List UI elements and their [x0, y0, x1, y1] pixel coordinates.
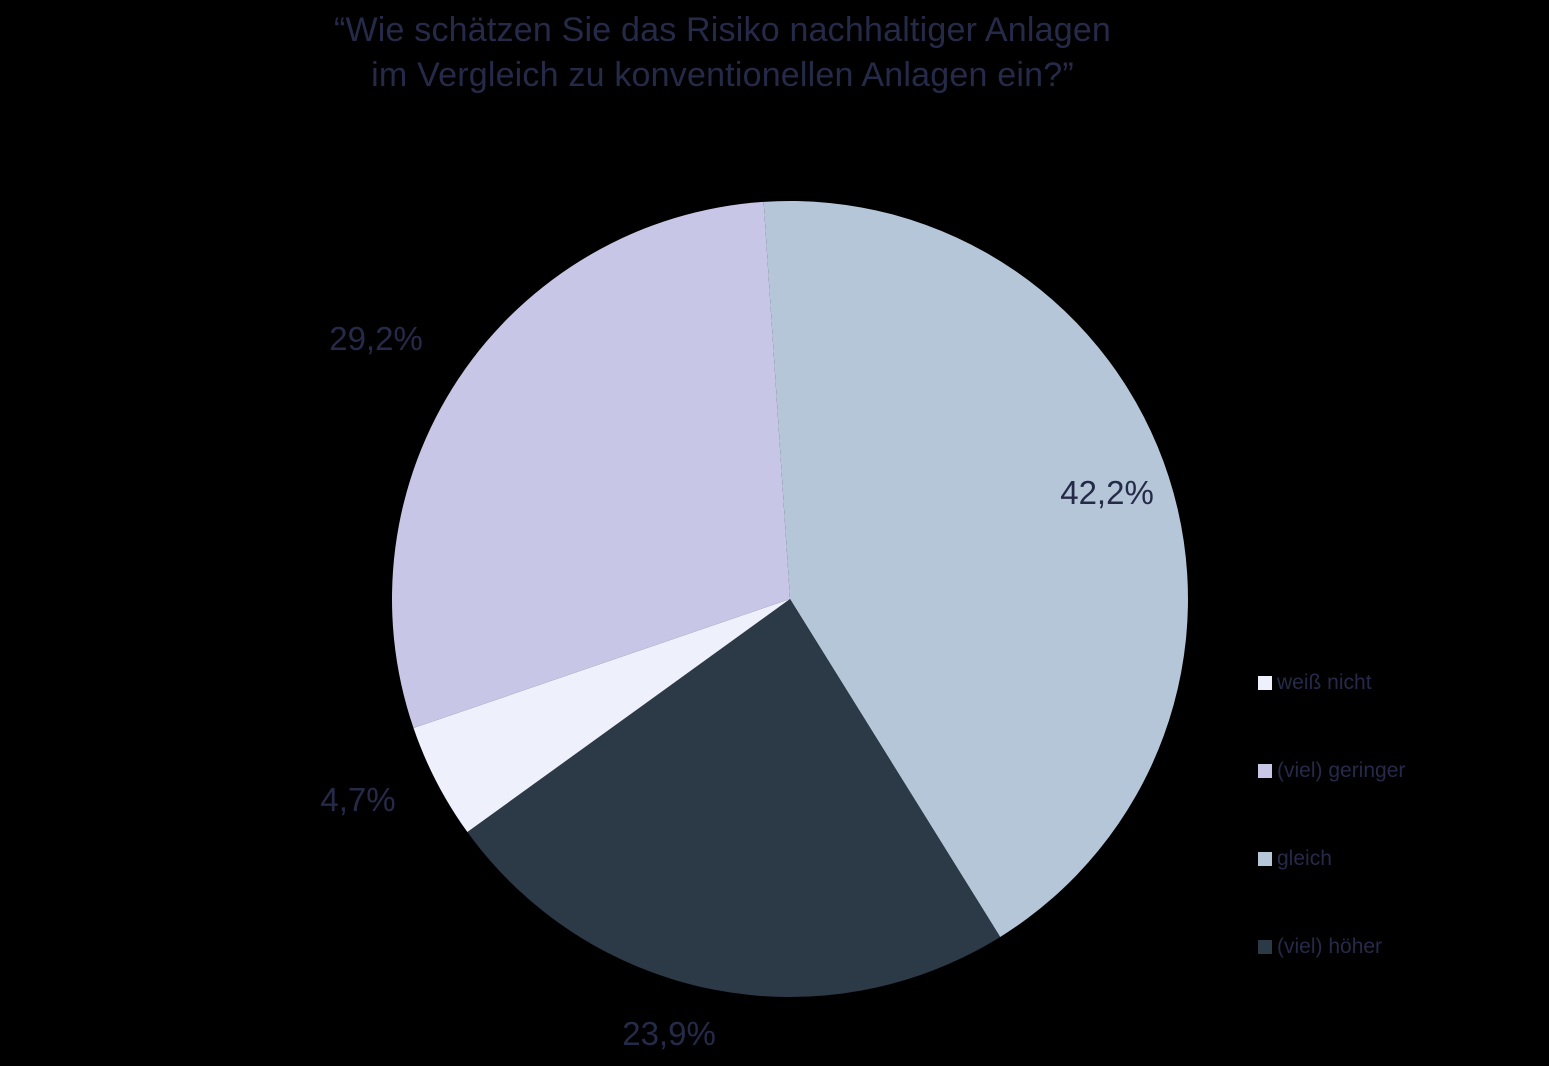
pie-slice-gleich	[763, 201, 1188, 937]
legend-swatch-icon	[1258, 676, 1272, 690]
legend-swatch-icon	[1258, 852, 1272, 866]
slice-label-gleich: 42,2%	[1060, 474, 1154, 511]
chart-title-line-2: im Vergleich zu konventionellen Anlagen …	[371, 56, 1074, 94]
legend-label: (viel) geringer	[1277, 759, 1406, 782]
legend-item-gleich: gleich	[1258, 846, 1332, 872]
chart-title-line-1: “Wie schätzen Sie das Risiko nachhaltige…	[333, 11, 1112, 49]
legend-label: weiß nicht	[1277, 671, 1372, 694]
legend-swatch-icon	[1258, 940, 1272, 954]
legend-item-weiss-nicht: weiß nicht	[1258, 670, 1372, 696]
legend-item-viel-geringer: (viel) geringer	[1258, 758, 1405, 784]
legend-swatch-icon	[1258, 764, 1272, 778]
legend-label: (viel) höher	[1277, 935, 1383, 958]
pie-slice-viel-geringer	[391, 201, 790, 729]
chart-title: “Wie schätzen Sie das Risiko nachhaltige…	[0, 8, 1445, 98]
legend-label: gleich	[1277, 847, 1332, 870]
legend-item-viel-hoeher: (viel) höher	[1258, 934, 1382, 960]
slice-label-viel-hoeher: 23,9%	[622, 1015, 716, 1052]
pie-slice-weiss-nicht	[413, 599, 790, 833]
slice-label-viel-geringer: 29,2%	[329, 320, 423, 357]
slice-label-weiss-nicht: 4,7%	[320, 781, 396, 818]
pie-slice-viel-hoeher	[467, 599, 1001, 997]
